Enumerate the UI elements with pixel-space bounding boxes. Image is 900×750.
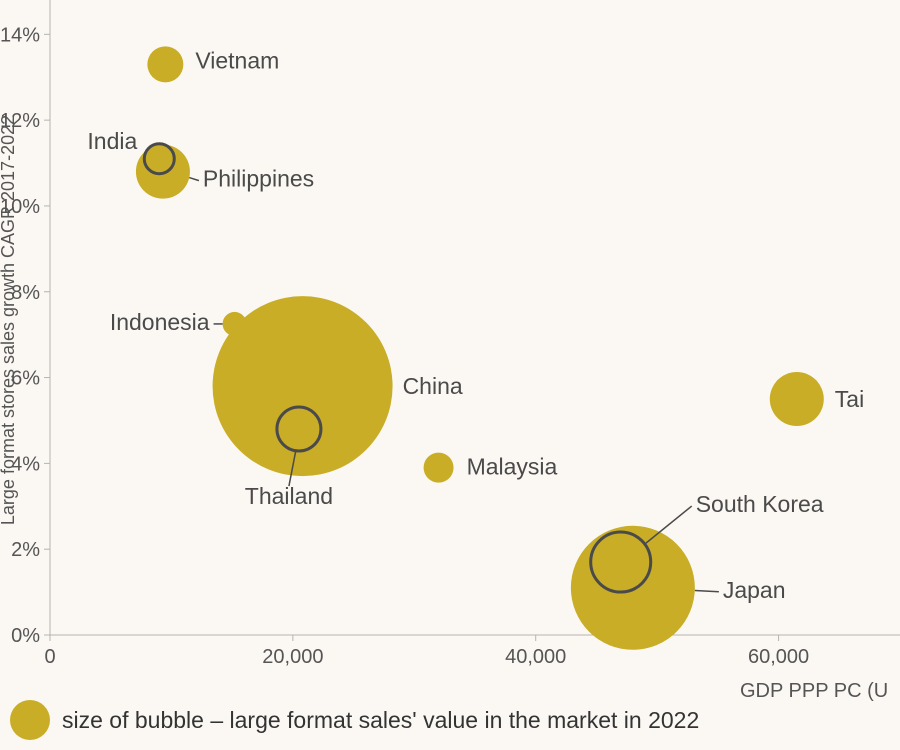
legend-text: size of bubble – large format sales' val… [62, 707, 699, 733]
label-china: China [403, 373, 463, 399]
x-tick-label: 0 [44, 646, 55, 668]
label-thailand: Thailand [245, 483, 333, 509]
y-tick-label: 12% [0, 110, 40, 132]
y-tick-label: 6% [11, 368, 40, 390]
y-tick-label: 0% [11, 625, 40, 647]
y-tick-label: 4% [11, 453, 40, 475]
label-south-korea: South Korea [696, 491, 824, 517]
legend-bubble-icon [10, 700, 50, 740]
y-tick-label: 2% [11, 539, 40, 561]
x-axis-ticks: 0 20,000 40,000 60,000 [44, 635, 809, 668]
label-india: India [87, 128, 137, 154]
label-indonesia: Indonesia [110, 309, 210, 335]
bubble-taiwan [770, 372, 824, 426]
bubble-japan [571, 526, 695, 650]
data-labels: Vietnam India Philippines Indonesia China Tha… [87, 47, 864, 602]
label-japan: Japan [723, 577, 786, 603]
x-tick-label: 40,000 [505, 646, 566, 668]
bubble-chart: Large format stores sales growth CAGR 20… [0, 0, 900, 750]
label-taiwan: Tai [835, 386, 864, 412]
x-tick-label: 60,000 [748, 646, 809, 668]
label-philippines: Philippines [203, 166, 314, 192]
x-axis-title: GDP PPP PC (U [740, 680, 888, 702]
y-tick-label: 8% [11, 282, 40, 304]
x-tick-label: 20,000 [262, 646, 323, 668]
label-malaysia: Malaysia [467, 454, 558, 480]
y-tick-label: 14% [0, 24, 40, 46]
y-tick-label: 10% [0, 196, 40, 218]
leader-line [189, 178, 199, 181]
bubbles-group [136, 46, 824, 649]
leader-line [695, 591, 719, 592]
bubble-vietnam [147, 46, 183, 82]
bubble-indonesia [223, 312, 247, 336]
bubble-malaysia [424, 453, 454, 483]
label-vietnam: Vietnam [195, 47, 279, 73]
